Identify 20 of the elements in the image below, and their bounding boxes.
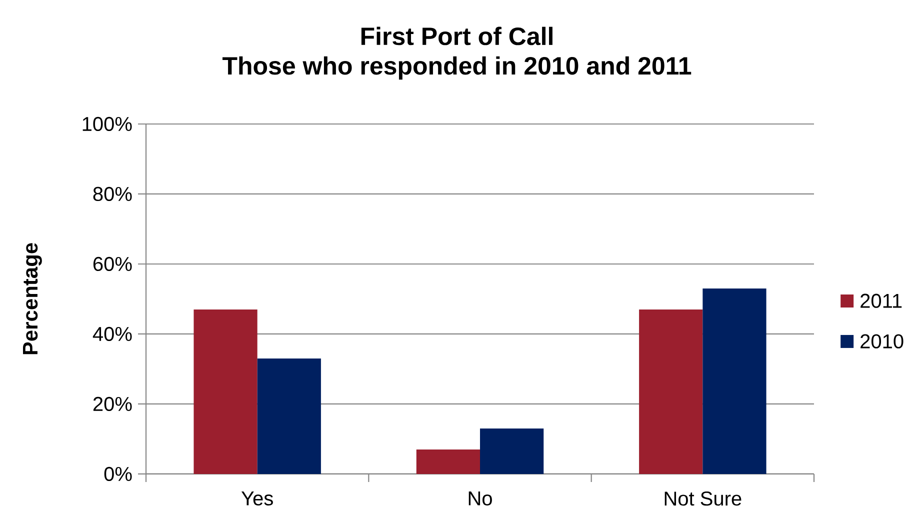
- legend-label: 2010: [860, 334, 904, 348]
- chart-title: First Port of Call: [361, 26, 552, 46]
- bar: [416, 449, 480, 474]
- bar: [257, 358, 321, 474]
- y-tick-label: 0%: [104, 466, 132, 482]
- y-tick-label: 20%: [93, 396, 132, 412]
- legend-label: 2011: [860, 294, 902, 308]
- y-tick-label: 40%: [92, 326, 132, 342]
- y-tick-label: 60%: [93, 256, 132, 272]
- y-axis-title: Percentage: [23, 243, 42, 354]
- x-tick-label: Yes: [241, 492, 273, 506]
- bar: [194, 309, 258, 474]
- chart-subtitle: Those who responded in 2010 and 2011: [222, 56, 692, 80]
- bar: [639, 309, 703, 474]
- y-tick-label: 80%: [93, 186, 132, 202]
- x-tick-label: No: [468, 492, 492, 506]
- bar: [702, 288, 766, 474]
- y-tick-label: 100%: [82, 116, 132, 132]
- x-tick-label: Not Sure: [664, 492, 742, 506]
- bar: [480, 428, 544, 474]
